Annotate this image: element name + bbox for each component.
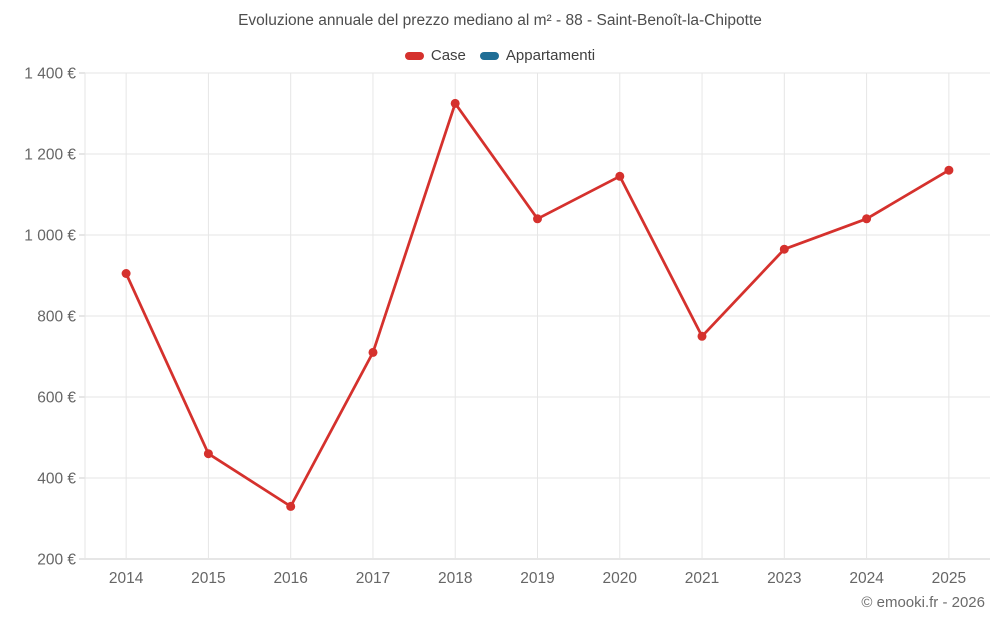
x-tick-label: 2014 <box>109 570 144 587</box>
x-tick-label: 2015 <box>191 570 225 587</box>
case-point-2016[interactable] <box>286 501 296 511</box>
y-tick-label: 800 € <box>37 309 76 326</box>
legend-label-case: Case <box>430 47 466 64</box>
y-tick-label: 1 200 € <box>24 147 76 164</box>
x-tick-label: 2019 <box>520 570 554 587</box>
x-tick-label: 2021 <box>685 570 719 587</box>
legend-item-appartamenti[interactable]: Appartamenti <box>479 47 596 64</box>
chart-title: Evoluzione annuale del prezzo mediano al… <box>238 12 762 29</box>
y-tick-label: 600 € <box>37 390 76 407</box>
y-tick-label: 1 400 € <box>24 66 76 83</box>
x-tick-label: 2018 <box>438 570 472 587</box>
x-tick-label: 2024 <box>849 570 884 587</box>
appartamenti-series-swatch-icon <box>479 51 499 60</box>
case-point-2025[interactable] <box>944 165 954 175</box>
x-tick-label: 2020 <box>603 570 638 587</box>
case-point-2024[interactable] <box>862 214 872 224</box>
case-point-2014[interactable] <box>121 269 131 278</box>
case-point-2019[interactable] <box>533 214 542 224</box>
copyright-attribution: © emooki.fr - 2026 <box>861 594 985 611</box>
x-tick-label: 2025 <box>932 570 966 587</box>
case-point-2020[interactable] <box>615 171 625 181</box>
x-tick-label: 2017 <box>356 570 390 587</box>
chart-legend: Case Appartamenti <box>0 47 1000 64</box>
case-point-2021[interactable] <box>697 331 707 341</box>
case-series-swatch-icon <box>404 51 424 60</box>
y-tick-label: 1 000 € <box>24 228 76 245</box>
y-tick-label: 400 € <box>37 471 76 488</box>
legend-item-case[interactable]: Case <box>404 47 466 64</box>
case-point-2015[interactable] <box>203 449 213 459</box>
case-point-2017[interactable] <box>368 347 378 357</box>
y-tick-label: 200 € <box>37 552 76 569</box>
x-tick-label: 2023 <box>767 570 801 587</box>
legend-label-appartamenti: Appartamenti <box>505 47 596 64</box>
case-point-2018[interactable] <box>450 98 460 108</box>
case-point-2023[interactable] <box>779 244 789 254</box>
x-tick-label: 2016 <box>273 570 307 587</box>
